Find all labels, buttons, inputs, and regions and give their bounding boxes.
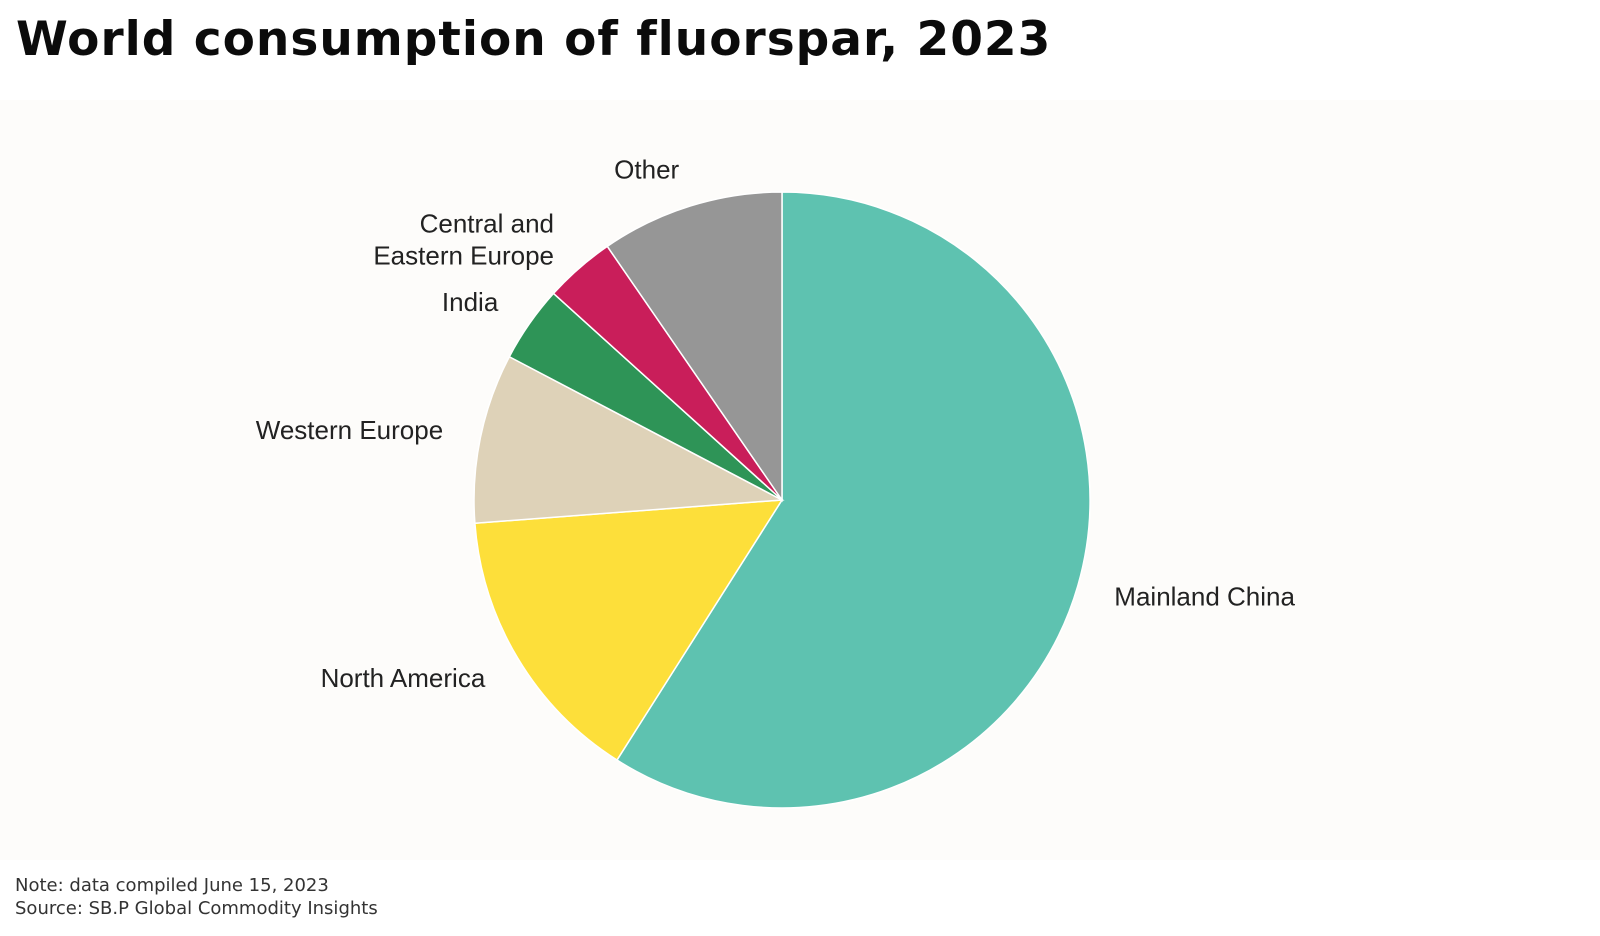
pie-slices bbox=[473, 191, 1091, 809]
pie-slice-mainland-china bbox=[615, 191, 1091, 809]
slice-label-india: India bbox=[442, 287, 499, 317]
slice-label-other: Other bbox=[614, 155, 679, 185]
pie-slice-western-europe bbox=[473, 355, 785, 525]
pie-chart-svg: Mainland China North America Western Europ… bbox=[0, 100, 1600, 860]
note-text: Note: data compiled June 15, 2023 bbox=[15, 875, 329, 896]
chart-footer: Note: data compiled June 15, 2023 Source… bbox=[15, 874, 378, 920]
slice-label-mainland-china: Mainland China bbox=[1114, 582, 1295, 612]
pie-slice-north-america bbox=[474, 499, 784, 762]
pie-slice-other bbox=[606, 191, 783, 503]
pie-labels: Mainland China North America Western Europ… bbox=[256, 155, 1296, 693]
slice-label-north-america: North America bbox=[321, 663, 486, 693]
source-text: Source: SB.P Global Commodity Insights bbox=[15, 898, 378, 919]
chart-title: World consumption of fluorspar, 2023 bbox=[16, 12, 1052, 67]
pie-chart: Mainland China North America Western Europ… bbox=[0, 100, 1600, 860]
slice-label-central-and-eastern-europe: Central and Eastern Europe bbox=[373, 209, 554, 271]
slice-label-western-europe: Western Europe bbox=[256, 415, 443, 445]
